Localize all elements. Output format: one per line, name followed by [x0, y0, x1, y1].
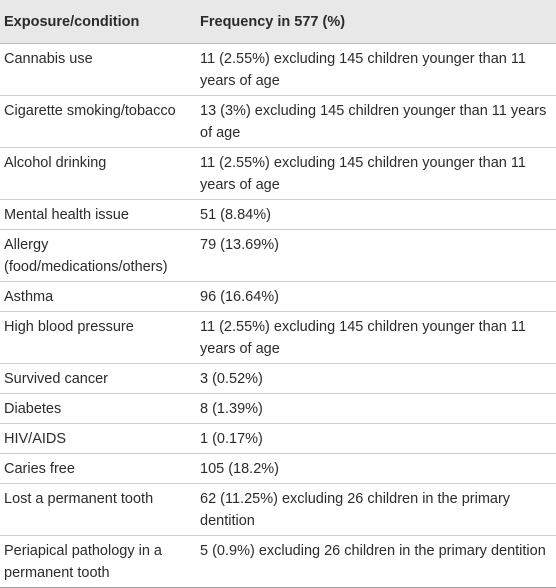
frequency-cell: 1 (0.17%): [196, 423, 556, 454]
frequency-cell: 11 (2.55%) excluding 145 children younge…: [196, 43, 556, 96]
condition-cell: Mental health issue: [0, 199, 196, 230]
table-row: Cannabis use 11 (2.55%) excluding 145 ch…: [0, 43, 556, 96]
frequency-cell: 96 (16.64%): [196, 281, 556, 312]
table-row: Alcohol drinking 11 (2.55%) excluding 14…: [0, 147, 556, 200]
header-exposure-condition: Exposure/condition: [0, 0, 196, 44]
table-body: Cannabis use 11 (2.55%) excluding 145 ch…: [0, 43, 556, 588]
condition-cell: Allergy (food/medications/others): [0, 229, 196, 282]
frequency-cell: 8 (1.39%): [196, 393, 556, 424]
condition-cell: Lost a permanent tooth: [0, 483, 196, 536]
header-row: Exposure/condition Frequency in 577 (%): [0, 0, 556, 44]
frequency-cell: 3 (0.52%): [196, 363, 556, 394]
condition-cell: Cigarette smoking/tobacco: [0, 95, 196, 148]
condition-cell: Periapical pathology in a permanent toot…: [0, 535, 196, 588]
table-row: Survived cancer 3 (0.52%): [0, 363, 556, 394]
frequency-cell: 62 (11.25%) excluding 26 children in the…: [196, 483, 556, 536]
table-row: High blood pressure 11 (2.55%) excluding…: [0, 311, 556, 364]
table-header: Exposure/condition Frequency in 577 (%): [0, 0, 556, 44]
frequency-cell: 5 (0.9%) excluding 26 children in the pr…: [196, 535, 556, 588]
header-frequency: Frequency in 577 (%): [196, 0, 556, 44]
table-row: Asthma 96 (16.64%): [0, 281, 556, 312]
table-row: Allergy (food/medications/others) 79 (13…: [0, 229, 556, 282]
condition-cell: Asthma: [0, 281, 196, 312]
table-row: Cigarette smoking/tobacco 13 (3%) exclud…: [0, 95, 556, 148]
frequency-cell: 105 (18.2%): [196, 453, 556, 484]
frequency-cell: 79 (13.69%): [196, 229, 556, 282]
table-row: Lost a permanent tooth 62 (11.25%) exclu…: [0, 483, 556, 536]
table-row: Caries free 105 (18.2%): [0, 453, 556, 484]
frequency-cell: 51 (8.84%): [196, 199, 556, 230]
condition-cell: Alcohol drinking: [0, 147, 196, 200]
condition-cell: Diabetes: [0, 393, 196, 424]
table-row: Diabetes 8 (1.39%): [0, 393, 556, 424]
table-row: Mental health issue 51 (8.84%): [0, 199, 556, 230]
frequency-cell: 11 (2.55%) excluding 145 children younge…: [196, 311, 556, 364]
frequency-cell: 11 (2.55%) excluding 145 children younge…: [196, 147, 556, 200]
condition-cell: Caries free: [0, 453, 196, 484]
condition-cell: Survived cancer: [0, 363, 196, 394]
condition-cell: Cannabis use: [0, 43, 196, 96]
table-row: Periapical pathology in a permanent toot…: [0, 535, 556, 588]
condition-cell: HIV/AIDS: [0, 423, 196, 454]
condition-cell: High blood pressure: [0, 311, 196, 364]
frequency-cell: 13 (3%) excluding 145 children younger t…: [196, 95, 556, 148]
table-row: HIV/AIDS 1 (0.17%): [0, 423, 556, 454]
